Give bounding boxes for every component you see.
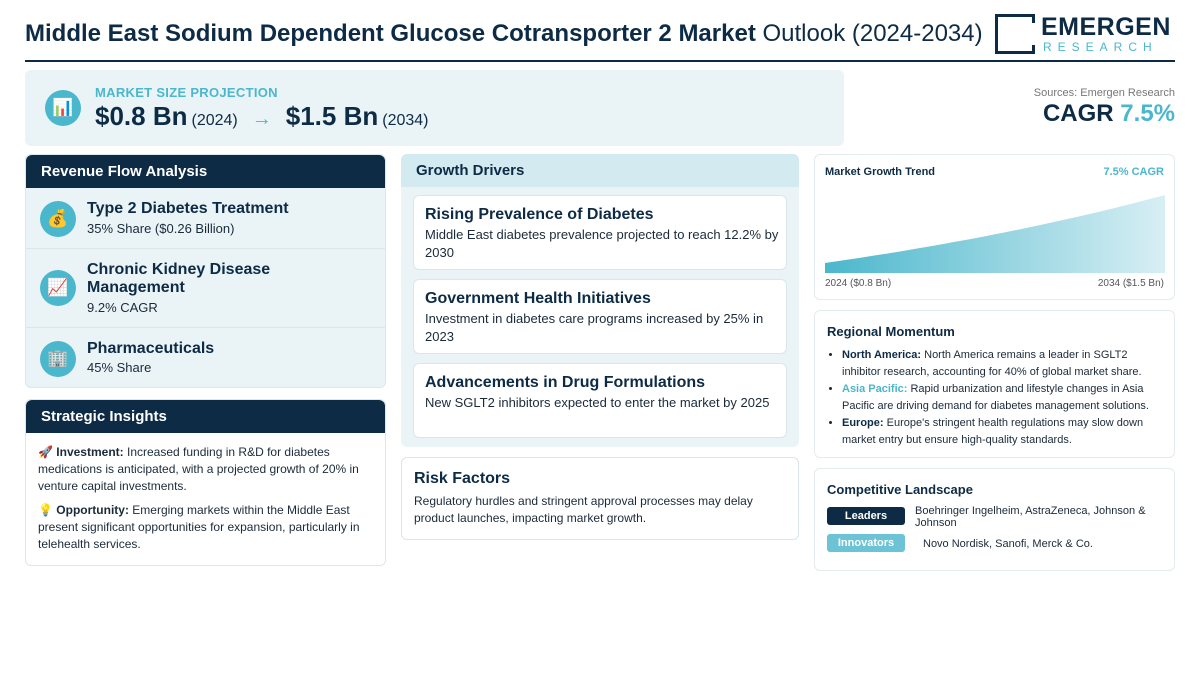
driver-text: New SGLT2 inhibitors expected to enter t… xyxy=(425,395,770,410)
trend-start-label: 2024 ($0.8 Bn) xyxy=(825,278,892,289)
revenue-item-title: Chronic Kidney Disease Management xyxy=(87,261,271,296)
insight-text: Emerging markets within the Middle East … xyxy=(38,503,360,551)
start-value: $0.8 Bn xyxy=(95,101,188,131)
revenue-item: 🏢 Pharmaceuticals 45% Share xyxy=(26,328,385,387)
regional-momentum-panel: Regional Momentum North America: North A… xyxy=(814,310,1175,458)
trend-cagr: 7.5% CAGR xyxy=(1103,166,1164,178)
innovators-badge: Innovators xyxy=(827,534,905,552)
revenue-item-sub: 9.2% CAGR xyxy=(87,300,158,315)
cagr-display: CAGR 7.5% xyxy=(1043,100,1175,128)
revenue-flow-panel: Revenue Flow Analysis 💰 Type 2 Diabetes … xyxy=(25,154,386,388)
region-text: Europe's stringent health regulations ma… xyxy=(842,417,1144,446)
driver-card: Advancements in Drug Formulations New SG… xyxy=(413,363,787,438)
cagr-value: 7.5% xyxy=(1120,100,1175,127)
revenue-item: 💰 Type 2 Diabetes Treatment 35% Share ($… xyxy=(26,188,385,249)
strategic-insights-title: Strategic Insights xyxy=(26,400,385,433)
driver-title: Government Health Initiatives xyxy=(425,290,651,307)
region-item: Asia Pacific: Rapid urbanization and lif… xyxy=(842,381,1162,414)
insight-investment: 🚀 Investment: Increased funding in R&D f… xyxy=(38,444,373,495)
competitive-title: Competitive Landscape xyxy=(827,482,973,497)
driver-card: Rising Prevalence of Diabetes Middle Eas… xyxy=(413,195,787,270)
chart-icon: 📊 xyxy=(45,90,81,126)
revenue-item-title: Pharmaceuticals xyxy=(87,340,215,357)
revenue-item-sub: 45% Share xyxy=(87,360,152,375)
region-name: Europe: xyxy=(842,417,884,429)
driver-title: Rising Prevalence of Diabetes xyxy=(425,206,654,223)
growth-area-chart xyxy=(825,195,1165,273)
region-name: Asia Pacific: xyxy=(842,383,908,395)
page-title: Middle East Sodium Dependent Glucose Cot… xyxy=(25,20,983,48)
sources-text: Sources: Emergen Research xyxy=(1033,87,1175,99)
region-text: Rapid urbanization and lifestyle changes… xyxy=(842,383,1149,412)
risk-text: Regulatory hurdles and stringent approva… xyxy=(414,494,753,525)
logo-sub-text: RESEARCH xyxy=(1043,40,1158,54)
title-bold: Middle East Sodium Dependent Glucose Cot… xyxy=(25,20,756,47)
revenue-item-sub: 35% Share ($0.26 Billion) xyxy=(87,221,235,236)
revenue-flow-title: Revenue Flow Analysis xyxy=(26,155,385,188)
logo-main-text: EMERGEN xyxy=(1041,13,1171,41)
growth-drivers-title: Growth Drivers xyxy=(401,154,799,187)
insight-opportunity: 💡 Opportunity: Emerging markets within t… xyxy=(38,502,373,553)
risk-factors-panel: Risk Factors Regulatory hurdles and stri… xyxy=(401,457,799,540)
innovators-text: Novo Nordisk, Sanofi, Merck & Co. xyxy=(923,538,1093,550)
arrow-icon: → xyxy=(251,108,272,130)
emergen-logo: EMERGEN RESEARCH xyxy=(995,14,1170,56)
end-year: (2034) xyxy=(382,112,429,129)
cagr-label: CAGR xyxy=(1042,100,1114,127)
title-light: Outlook (2024-2034) xyxy=(762,20,983,47)
region-name: North America: xyxy=(842,349,922,361)
strategic-insights-panel: Strategic Insights 🚀 Investment: Increas… xyxy=(25,399,386,566)
market-growth-trend-panel: Market Growth Trend 7.5% CAGR 2024 ($0.8… xyxy=(814,154,1175,300)
logo-mark xyxy=(995,14,1035,54)
building-icon: 🏢 xyxy=(40,341,76,377)
insight-label: Investment: xyxy=(56,445,124,459)
risk-title: Risk Factors xyxy=(414,470,511,487)
driver-card: Government Health Initiatives Investment… xyxy=(413,279,787,354)
regional-list: North America: North America remains a l… xyxy=(842,347,1162,449)
trend-end-label: 2034 ($1.5 Bn) xyxy=(1097,278,1164,289)
insight-text: Increased funding in R&D for diabetes me… xyxy=(38,445,359,493)
start-year: (2024) xyxy=(191,112,238,129)
market-size-projection: 📊 MARKET SIZE PROJECTION $0.8 Bn (2024) → $… xyxy=(25,70,844,146)
projection-label: MARKET SIZE PROJECTION xyxy=(95,85,278,100)
driver-title: Advancements in Drug Formulations xyxy=(425,374,706,391)
chart-increasing-icon: 📈 xyxy=(40,270,76,306)
trend-title: Market Growth Trend xyxy=(825,166,936,178)
driver-text: Investment in diabetes care programs inc… xyxy=(425,311,764,344)
projection-values: $0.8 Bn (2024) → $1.5 Bn (2034) xyxy=(95,101,429,132)
growth-area xyxy=(825,195,1165,273)
rocket-icon: 🚀 xyxy=(38,445,53,459)
leaders-badge: Leaders xyxy=(827,507,905,525)
header: Middle East Sodium Dependent Glucose Cot… xyxy=(25,12,1175,62)
leaders-text: Boehringer Ingelheim, AstraZeneca, Johns… xyxy=(915,505,1146,529)
regional-title: Regional Momentum xyxy=(827,324,955,339)
region-item: North America: North America remains a l… xyxy=(842,347,1162,380)
growth-drivers-panel: Growth Drivers Rising Prevalence of Diab… xyxy=(401,154,799,447)
money-bag-icon: 💰 xyxy=(40,201,76,237)
competitive-landscape-panel: Competitive Landscape Leaders Boehringer… xyxy=(814,468,1175,571)
end-value: $1.5 Bn xyxy=(285,101,379,131)
driver-text: Middle East diabetes prevalence projecte… xyxy=(425,227,779,260)
lightbulb-icon: 💡 xyxy=(38,503,53,517)
revenue-item-title: Type 2 Diabetes Treatment xyxy=(87,200,289,217)
revenue-item: 📈 Chronic Kidney Disease Management 9.2%… xyxy=(26,249,385,328)
region-text: North America remains a leader in SGLT2 … xyxy=(842,349,1142,378)
region-item: Europe: Europe's stringent health regula… xyxy=(842,415,1162,448)
insight-label: Opportunity: xyxy=(56,503,129,517)
